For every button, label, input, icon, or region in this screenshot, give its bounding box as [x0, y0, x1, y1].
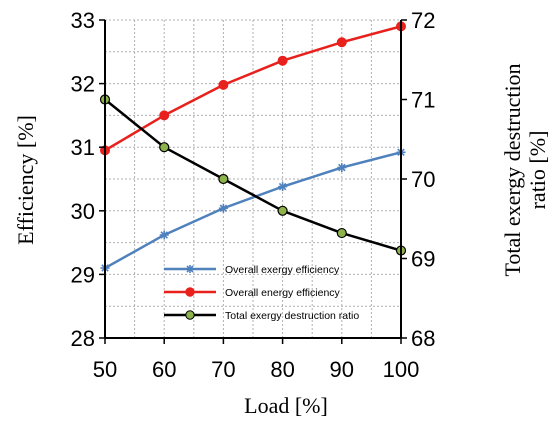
legend-entry-destruction-ratio: Total exergy destruction ratio	[164, 310, 359, 322]
x-tick-label: 100	[383, 357, 420, 382]
x-tick-label: 80	[270, 357, 294, 382]
x-tick-label: 70	[211, 357, 235, 382]
series-line	[104, 25, 402, 152]
data-point	[336, 37, 347, 48]
data-point	[277, 205, 288, 216]
data-point	[277, 55, 288, 66]
x-tick-label: 60	[152, 357, 176, 382]
data-point-star	[278, 182, 288, 192]
y2-tick-label: 68	[411, 326, 435, 351]
x-tick-label: 90	[330, 357, 354, 382]
y2-axis-title-line2: ratio [%]	[525, 131, 550, 210]
data-point-star	[159, 230, 169, 240]
data-point	[336, 227, 347, 239]
series-layer	[99, 21, 407, 273]
y-tick-label: 32	[71, 72, 95, 97]
legend-entry-energy-efficiency: Overall energy efficiency	[164, 287, 341, 299]
tick-labels: 50 60 70 80 90 100 28 29 30 31 32 33 68 69 70 71 72	[71, 8, 436, 382]
x-axis-title: Load [%]	[244, 393, 328, 418]
legend-label: Overall exergy efficiency	[225, 264, 340, 276]
x-tick-label: 50	[93, 357, 117, 382]
legend: Overall exergy efficiency Overall energy…	[164, 264, 359, 322]
legend-entry-exergy-efficiency: Overall exergy efficiency	[164, 264, 340, 276]
data-point-star	[218, 203, 228, 213]
data-point	[218, 79, 229, 90]
y-tick-label: 29	[71, 262, 95, 287]
data-point-star	[337, 163, 347, 173]
legend-label: Overall energy efficiency	[225, 287, 341, 299]
y2-tick-label: 70	[411, 167, 435, 192]
data-point	[159, 142, 170, 153]
legend-circle-marker	[185, 287, 195, 297]
legend-label: Total exergy destruction ratio	[225, 310, 359, 322]
series-3	[99, 94, 407, 256]
axes	[99, 19, 407, 344]
y-tick-label: 30	[71, 199, 95, 224]
legend-circle-marker	[185, 310, 195, 320]
y2-tick-label: 71	[411, 88, 435, 113]
data-point	[218, 173, 229, 185]
y2-axis-title-line1: Total exergy destruction	[500, 63, 525, 276]
legend-star-marker	[186, 265, 194, 273]
y-tick-label: 28	[71, 326, 95, 351]
series-line	[104, 151, 402, 270]
grid	[104, 19, 402, 339]
series-line	[104, 98, 402, 252]
y2-tick-label: 72	[411, 8, 435, 33]
y2-tick-label: 69	[411, 247, 435, 272]
y-tick-label: 31	[71, 135, 95, 160]
y-tick-label: 33	[71, 8, 95, 33]
data-point	[159, 110, 170, 121]
y-axis-title: Efficiency [%]	[13, 115, 38, 245]
